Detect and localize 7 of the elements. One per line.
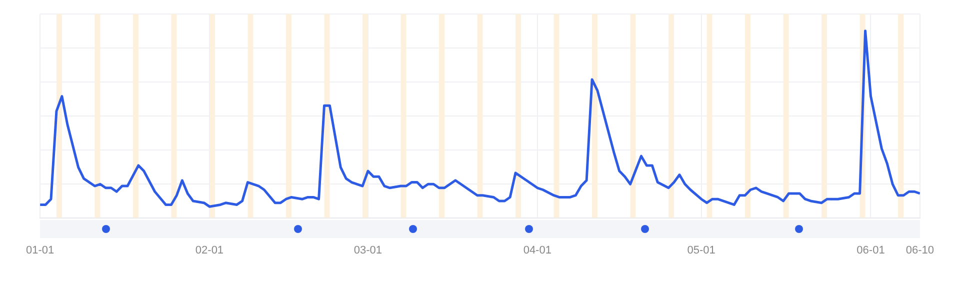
x-tick-label: 01-01 — [26, 244, 54, 256]
x-tick-label: 06-10 — [906, 244, 934, 256]
x-tick-label: 04-01 — [523, 244, 552, 256]
x-tick-label: 05-01 — [687, 244, 716, 256]
x-tick-label: 06-01 — [856, 244, 885, 256]
x-tick-label: 02-01 — [195, 244, 224, 256]
x-tick-label: 03-01 — [354, 244, 382, 256]
